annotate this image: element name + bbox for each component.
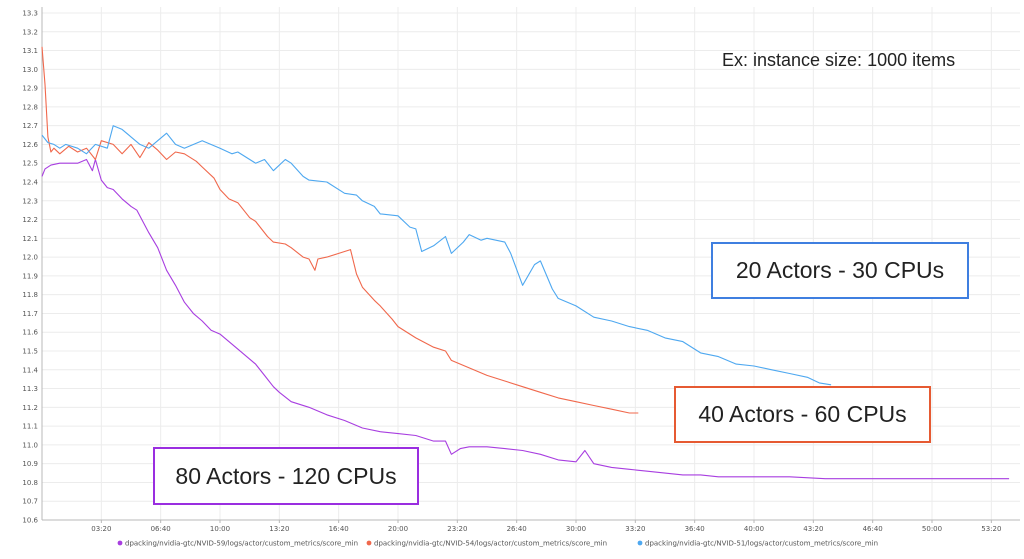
y-tick-label: 13.3 xyxy=(22,10,38,18)
x-tick-label: 20:00 xyxy=(388,525,408,533)
y-tick-label: 12.3 xyxy=(22,197,38,205)
annotation-80-actors: 80 Actors - 120 CPUs xyxy=(153,447,419,505)
x-tick-label: 26:40 xyxy=(507,525,527,533)
legend-marker-3 xyxy=(637,540,643,546)
annotation-40-actors: 40 Actors - 60 CPUs xyxy=(674,386,931,443)
y-tick-label: 11.6 xyxy=(22,329,38,337)
x-tick-label: 50:00 xyxy=(922,525,942,533)
x-axis: 03:20 06:40 10:00 13:20 16:40 20:00 23:20 26:40… xyxy=(42,519,1020,533)
legend-label-2: dpacking/nvidia-gtc/NVID-54/logs/actor/c… xyxy=(374,540,607,548)
y-tick-label: 11.2 xyxy=(22,404,38,412)
y-tick-label: 12.1 xyxy=(22,235,38,243)
x-tick-label: 33:20 xyxy=(625,525,645,533)
y-tick-label: 10.9 xyxy=(22,460,38,468)
y-tick-label: 11.4 xyxy=(22,366,38,374)
x-tick-label: 13:20 xyxy=(269,525,289,533)
y-tick-label: 12.4 xyxy=(22,179,38,187)
legend-label-3: dpacking/nvidia-gtc/NVID-51/logs/actor/c… xyxy=(645,540,878,548)
x-tick-label: 30:00 xyxy=(566,525,586,533)
y-tick-label: 11.1 xyxy=(22,423,38,431)
y-tick-label: 13.0 xyxy=(22,66,38,74)
y-tick-label: 11.8 xyxy=(22,291,38,299)
y-tick-label: 13.2 xyxy=(22,28,38,36)
y-tick-label: 12.5 xyxy=(22,160,38,168)
x-tick-label: 06:40 xyxy=(151,525,171,533)
y-tick-label: 11.3 xyxy=(22,385,38,393)
y-tick-label: 11.0 xyxy=(22,441,38,449)
y-tick-label: 10.6 xyxy=(22,517,38,525)
x-tick-label: 40:00 xyxy=(744,525,764,533)
x-tick-label: 43:20 xyxy=(803,525,823,533)
legend: dpacking/nvidia-gtc/NVID-59/logs/actor/c… xyxy=(117,540,878,548)
y-tick-label: 12.9 xyxy=(22,85,38,93)
legend-label-1: dpacking/nvidia-gtc/NVID-59/logs/actor/c… xyxy=(125,540,358,548)
series-line-2 xyxy=(41,46,639,414)
y-tick-label: 11.7 xyxy=(22,310,38,318)
x-tick-label: 46:40 xyxy=(863,525,883,533)
x-tick-label: 36:40 xyxy=(685,525,705,533)
plot-lines xyxy=(41,46,1010,480)
y-tick-label: 11.9 xyxy=(22,272,38,280)
y-tick-label: 12.0 xyxy=(22,254,38,262)
x-tick-label: 10:00 xyxy=(210,525,230,533)
y-tick-label: 12.2 xyxy=(22,216,38,224)
x-tick-label: 53:20 xyxy=(981,525,1001,533)
instance-size-note: Ex: instance size: 1000 items xyxy=(722,50,956,70)
y-tick-label: 12.7 xyxy=(22,122,38,130)
y-tick-label: 13.1 xyxy=(22,47,38,55)
x-tick-label: 23:20 xyxy=(447,525,467,533)
legend-marker-1 xyxy=(117,540,123,546)
y-tick-label: 10.7 xyxy=(22,498,38,506)
series-line-1 xyxy=(41,158,1010,480)
x-tick-label: 16:40 xyxy=(329,525,349,533)
y-tick-label: 12.6 xyxy=(22,141,38,149)
annotation-20-actors: 20 Actors - 30 CPUs xyxy=(711,242,969,299)
y-tick-label: 12.8 xyxy=(22,103,38,111)
x-tick-label: 03:20 xyxy=(91,525,111,533)
y-tick-label: 10.8 xyxy=(22,479,38,487)
y-tick-label: 11.5 xyxy=(22,348,38,356)
y-axis: 13.3 13.2 13.1 13.0 12.9 12.8 12.7 12.6 12.5 12.4… xyxy=(22,7,43,525)
series-line-3 xyxy=(41,125,832,386)
legend-marker-2 xyxy=(366,540,372,546)
